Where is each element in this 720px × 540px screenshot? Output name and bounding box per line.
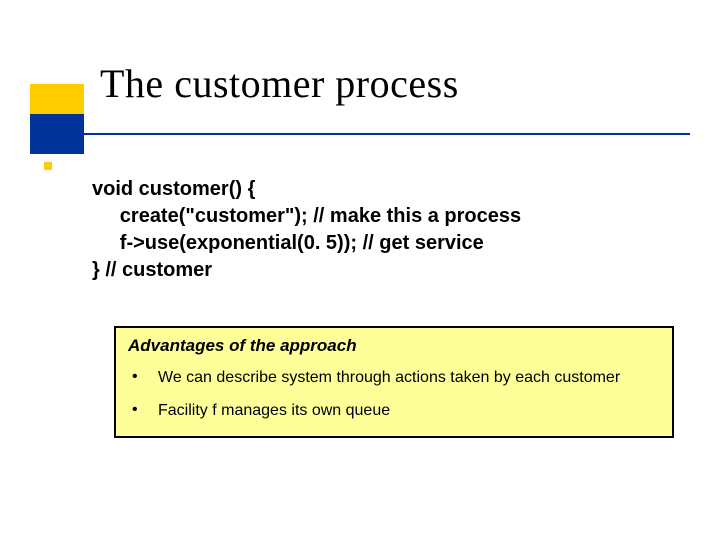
advantages-item-text: We can describe system through actions t… [158, 368, 620, 389]
advantages-box: Advantages of the approach • We can desc… [114, 326, 674, 438]
decor-yellow-block [30, 84, 84, 114]
advantages-item: • We can describe system through actions… [128, 368, 660, 389]
bullet-icon: • [128, 401, 158, 419]
code-line: create("customer"); // make this a proce… [92, 205, 521, 227]
advantages-heading: Advantages of the approach [128, 336, 660, 356]
advantages-item-text: Facility f manages its own queue [158, 401, 390, 422]
code-block: void customer() { create("customer"); //… [92, 176, 521, 284]
code-line: f->use(exponential(0. 5)); // get servic… [92, 232, 484, 254]
code-line: void customer() { [92, 178, 255, 200]
bullet-icon: • [128, 368, 158, 386]
advantages-item: • Facility f manages its own queue [128, 401, 660, 422]
code-line: } // customer [92, 259, 212, 281]
slide-title: The customer process [100, 60, 459, 107]
decor-bullet-dot [44, 162, 52, 170]
decor-horizontal-rule [30, 133, 690, 135]
slide: The customer process void customer() { c… [0, 0, 720, 540]
